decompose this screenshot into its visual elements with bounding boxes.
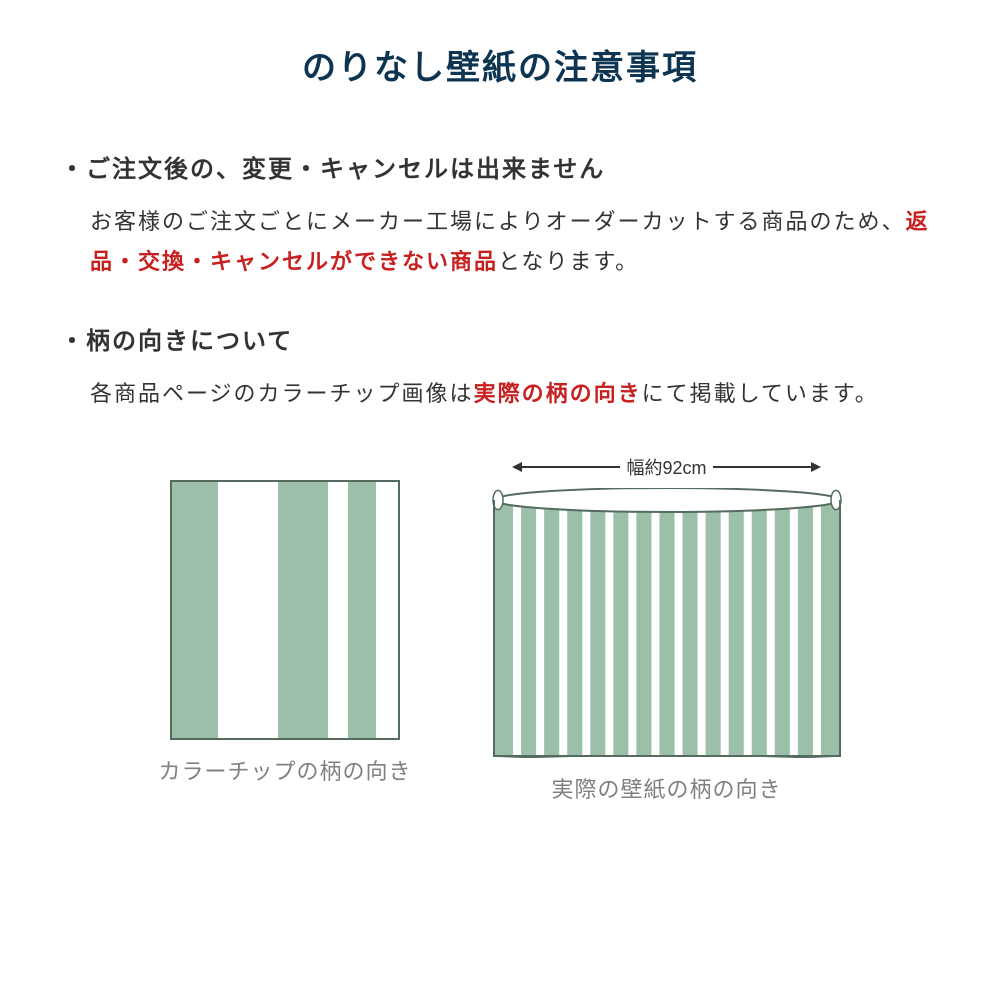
section2-body-pre: 各商品ページのカラーチップ画像は (90, 381, 474, 406)
section1-body-post: となります。 (498, 249, 639, 274)
section2-body: 各商品ページのカラーチップ画像は実際の柄の向きにて掲載しています。 (60, 374, 940, 414)
page-title: のりなし壁紙の注意事項 (60, 40, 940, 89)
color-chip-illustration (170, 480, 400, 740)
width-label: 幅約92cm (626, 454, 706, 480)
arrow-right-icon (713, 466, 813, 468)
width-indicator: 幅約92cm (520, 454, 812, 480)
diagram-color-chip: カラーチップの柄の向き (158, 454, 411, 804)
caption-left: カラーチップの柄の向き (158, 754, 411, 786)
wallpaper-roll-illustration (492, 488, 842, 758)
diagram-row: カラーチップの柄の向き 幅約92cm 実際の壁紙の柄の向き (60, 454, 940, 804)
section-order-policy: ・ご注文後の、変更・キャンセルは出来ません お客様のご注文ごとにメーカー工場によ… (60, 149, 940, 281)
section2-body-post: にて掲載しています。 (642, 381, 879, 406)
caption-right: 実際の壁紙の柄の向き (551, 772, 781, 804)
section2-body-highlight: 実際の柄の向き (474, 381, 642, 406)
diagram-wallpaper-roll: 幅約92cm 実際の壁紙の柄の向き (492, 454, 842, 804)
section2-heading: ・柄の向きについて (60, 321, 940, 356)
section1-body-pre: お客様のご注文ごとにメーカー工場によりオーダーカットする商品のため、 (90, 209, 906, 234)
section1-heading: ・ご注文後の、変更・キャンセルは出来ません (60, 149, 940, 184)
arrow-left-icon (520, 466, 620, 468)
section-pattern-direction: ・柄の向きについて 各商品ページのカラーチップ画像は実際の柄の向きにて掲載してい… (60, 321, 940, 414)
section1-body: お客様のご注文ごとにメーカー工場によりオーダーカットする商品のため、返品・交換・… (60, 202, 940, 281)
